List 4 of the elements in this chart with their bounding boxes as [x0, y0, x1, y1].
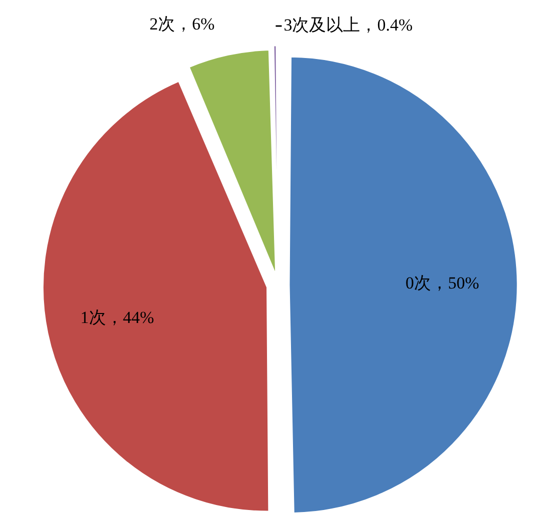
slice-label: 2次，6%	[150, 14, 215, 34]
slice-label: 0次，50%	[406, 273, 480, 292]
slice-label: 3次及以上，0.4%	[284, 15, 413, 34]
slice-label: 1次，44%	[80, 308, 154, 328]
